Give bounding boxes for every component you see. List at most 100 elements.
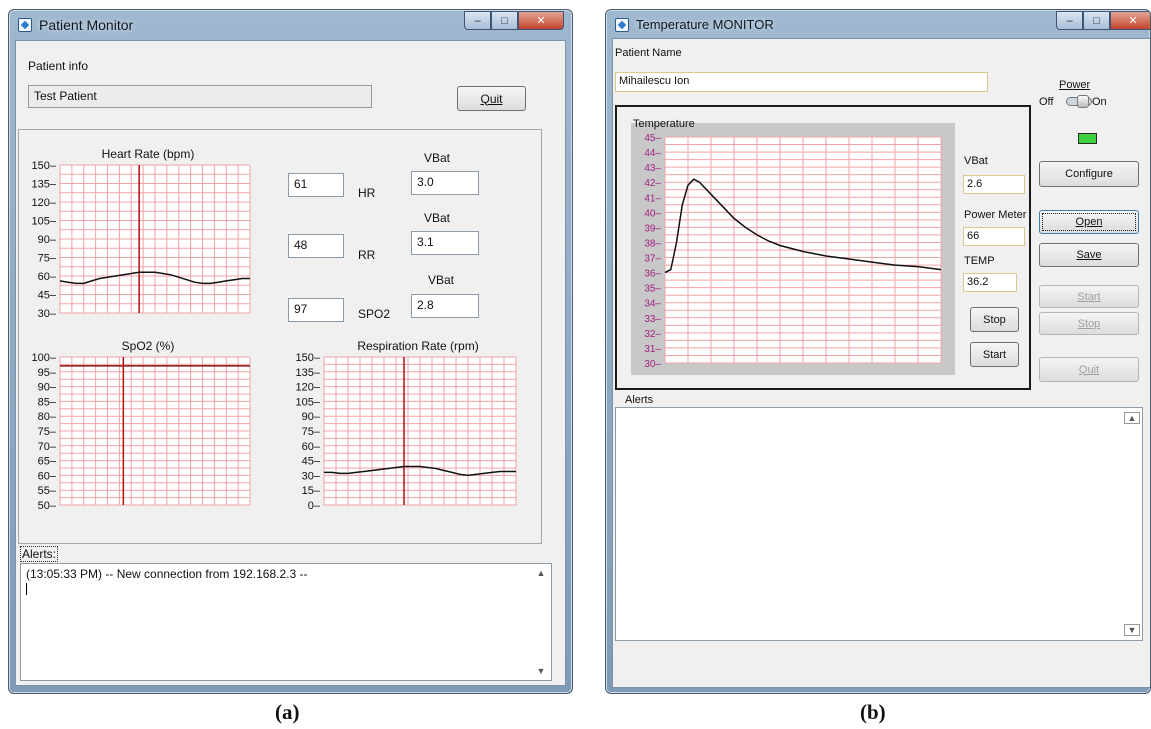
y-tick-label: 30– — [302, 470, 321, 482]
scroll-up-icon[interactable]: ▲ — [536, 568, 546, 578]
y-tick-label: 15– — [302, 485, 321, 497]
scroll-down-icon[interactable]: ▼ — [536, 666, 546, 676]
title-bar-b[interactable]: Temperature MONITOR ‒ □ ✕ — [606, 10, 1150, 38]
y-tick-label: 40– — [644, 208, 661, 219]
series-line — [324, 465, 516, 477]
y-tick-label: 105– — [32, 216, 57, 228]
vbat-rr-field[interactable]: 3.1 — [411, 231, 479, 255]
y-tick-label: 33– — [644, 314, 661, 325]
y-tick-label: 135– — [296, 367, 321, 379]
quit-button-b[interactable]: Quit — [1039, 357, 1139, 382]
open-button-label: Open — [1075, 216, 1103, 228]
y-tick-label: 37– — [644, 254, 661, 265]
temp-label: TEMP — [964, 255, 995, 267]
patient-name-label: Patient Name — [615, 47, 682, 59]
save-button[interactable]: Save — [1039, 243, 1139, 267]
patient-name-input[interactable]: Mihailescu Ion — [615, 72, 988, 92]
y-tick-label: 90– — [38, 382, 57, 394]
power-toggle[interactable] — [1066, 95, 1092, 108]
stop-button[interactable]: Stop — [1039, 312, 1139, 335]
temp-field[interactable]: 36.2 — [963, 273, 1017, 292]
y-tick-label: 105– — [296, 396, 321, 408]
power-led-icon — [1078, 133, 1097, 144]
quit-button[interactable]: Quit — [457, 86, 526, 111]
y-tick-label: 0– — [308, 500, 321, 512]
y-tick-label: 55– — [38, 485, 57, 497]
on-label: On — [1092, 96, 1107, 108]
power-meter-field[interactable]: 66 — [963, 227, 1025, 246]
y-tick-label: 44– — [644, 148, 661, 159]
y-tick-label: 60– — [38, 470, 57, 482]
charts-group — [18, 129, 542, 544]
configure-button[interactable]: Configure — [1039, 161, 1139, 187]
rr-label: RR — [358, 248, 376, 262]
y-tick-label: 75– — [38, 426, 57, 438]
window-title-b: Temperature MONITOR — [636, 17, 774, 32]
inner-start-button[interactable]: Start — [970, 342, 1019, 367]
y-tick-label: 80– — [38, 411, 57, 423]
minimize-icon[interactable]: ‒ — [464, 11, 491, 30]
save-button-label: Save — [1076, 249, 1102, 261]
y-tick-label: 34– — [644, 299, 661, 310]
start-button-label: Start — [1077, 290, 1101, 303]
toggle-knob-icon — [1077, 95, 1089, 108]
vbat-hr-field[interactable]: 3.0 — [411, 171, 479, 195]
power-meter-label: Power Meter — [964, 209, 1027, 221]
alerts-textarea-b[interactable]: ▲ ▼ — [615, 407, 1143, 641]
vbat-label-rr: VBat — [424, 211, 451, 225]
title-bar[interactable]: Patient Monitor ‒ □ ✕ — [9, 10, 572, 38]
series-line — [59, 271, 250, 285]
y-tick-label: 150– — [296, 352, 321, 364]
maximize-icon[interactable]: □ — [491, 11, 518, 30]
app-icon-b — [615, 18, 629, 32]
minimize-icon-b[interactable]: ‒ — [1056, 11, 1083, 30]
chart-title: Temperature — [633, 118, 695, 130]
caption-b: (b) — [860, 700, 886, 724]
scroll-up-icon-b[interactable]: ▲ — [1124, 412, 1140, 424]
y-tick-label: 135– — [32, 179, 57, 191]
heart-rate-chart: 150– 135– 120– 105– 90– 75– 60– 45– 30– Heart Rat… — [32, 147, 251, 320]
spo2-value-field[interactable]: 97 — [288, 298, 344, 322]
patient-monitor-window: Patient Monitor ‒ □ ✕ Patient info Test … — [8, 9, 573, 694]
alerts-textarea[interactable]: (13:05:33 PM) -- New connection from 192… — [20, 563, 552, 681]
y-tick-label: 45– — [38, 290, 57, 302]
y-tick-label: 30– — [38, 308, 57, 320]
start-button[interactable]: Start — [1039, 285, 1139, 308]
vbat-label-b: VBat — [964, 155, 988, 167]
y-tick-label: 120– — [296, 382, 321, 394]
chart-title: Respiration Rate (rpm) — [357, 339, 478, 353]
open-button[interactable]: Open — [1039, 210, 1139, 234]
y-tick-label: 31– — [644, 344, 661, 355]
close-icon-b[interactable]: ✕ — [1110, 11, 1150, 30]
maximize-icon-b[interactable]: □ — [1083, 11, 1110, 30]
text-cursor — [26, 583, 27, 595]
y-tick-label: 90– — [302, 411, 321, 423]
hr-value-field[interactable]: 61 — [288, 173, 344, 197]
window-client: Patient info Test Patient Quit 150– 135– 1… — [15, 40, 566, 686]
scroll-down-icon-b[interactable]: ▼ — [1124, 624, 1140, 636]
rr-value-field[interactable]: 48 — [288, 234, 344, 258]
y-tick-label: 36– — [644, 269, 661, 280]
y-tick-label: 50– — [38, 500, 57, 512]
temperature-chart: 45– 44– 43– 42– 41– 40– 39– 38– 37– 36– 35– 34– 33– 3… — [631, 118, 955, 375]
power-label: Power — [1059, 79, 1091, 91]
temperature-monitor-window: Temperature MONITOR ‒ □ ✕ Patient Name M… — [605, 9, 1151, 694]
series-line — [664, 178, 942, 274]
vbat-field-b[interactable]: 2.6 — [963, 175, 1025, 194]
inner-stop-button[interactable]: Stop — [970, 307, 1019, 332]
temperature-panel — [615, 105, 1031, 390]
y-tick-label: 42– — [644, 178, 661, 189]
patient-name-field[interactable]: Test Patient — [28, 85, 372, 108]
alerts-label-b: Alerts — [625, 394, 654, 406]
y-tick-label: 100– — [32, 352, 57, 364]
y-tick-label: 35– — [644, 284, 661, 295]
y-tick-label: 75– — [38, 253, 57, 265]
close-icon[interactable]: ✕ — [518, 11, 564, 30]
y-tick-label: 38– — [644, 238, 661, 249]
y-tick-label: 45– — [302, 456, 321, 468]
y-tick-label: 85– — [38, 396, 57, 408]
alerts-text: (13:05:33 PM) -- New connection from 192… — [26, 567, 308, 581]
off-label: Off — [1039, 96, 1054, 108]
respiration-rate-chart: 150– 135– 120– 105– 90– 75– 60– 45– 30– 15– 0– Resp… — [296, 339, 517, 512]
vbat-spo2-field[interactable]: 2.8 — [411, 294, 479, 318]
